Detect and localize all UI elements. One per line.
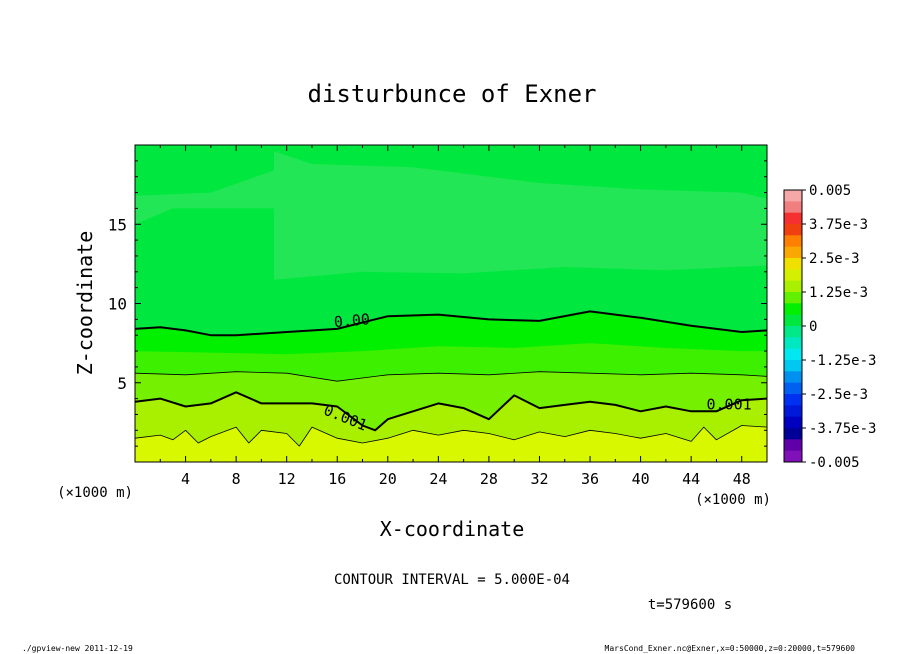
contour-label: 0.001 <box>707 396 752 414</box>
colorbar-label: -0.005 <box>809 455 860 471</box>
colorbar-segment <box>784 326 802 338</box>
colorbar-segment <box>784 258 802 270</box>
x-tick-label: 32 <box>530 470 548 488</box>
colorbar: 0.005 3.75e-3 2.5e-3 1.25e-3 0 -1.25e-3 -2.5e-… <box>783 183 876 471</box>
fill-band-negative <box>135 151 767 280</box>
contour-line <box>135 310 767 337</box>
colorbar-segment <box>784 201 802 214</box>
contour-line <box>135 391 767 432</box>
footer-left: ./gpview-new 2011-12-19 <box>22 644 133 653</box>
filled-contours <box>135 145 767 462</box>
y-tick-label: 15 <box>108 215 127 234</box>
y-axis-ticks: 5 10 15 <box>108 160 767 447</box>
x-axis-ticks: 4 8 12 16 20 24 28 32 36 40 44 48 <box>159 145 751 488</box>
x-tick-label: 16 <box>328 470 346 488</box>
chart-title: disturbunce of Exner <box>308 80 597 108</box>
colorbar-segment <box>784 292 802 304</box>
contour-interval-text: CONTOUR INTERVAL = 5.000E-04 <box>334 572 570 588</box>
x-tick-label: 24 <box>429 470 447 488</box>
x-tick-label: 12 <box>278 470 296 488</box>
x-tick-label: 8 <box>232 470 241 488</box>
colorbar-segment <box>784 190 802 202</box>
colorbar-label: -3.75e-3 <box>809 421 876 437</box>
colorbar-label: 1.25e-3 <box>809 285 868 301</box>
colorbar-segment <box>784 382 802 395</box>
colorbar-label: 0 <box>809 319 817 335</box>
contour-label: 0.00 <box>333 310 371 331</box>
x-unit-left: (×1000 m) <box>57 485 133 501</box>
colorbar-label: 0.005 <box>809 183 851 199</box>
x-tick-label: 48 <box>733 470 751 488</box>
y-tick-label: 10 <box>108 295 127 314</box>
colorbar-label: 2.5e-3 <box>809 251 860 267</box>
colorbar-segment <box>784 314 802 327</box>
colorbar-segment <box>784 212 802 225</box>
colorbar-segment <box>784 416 802 429</box>
time-text: t=579600 s <box>648 597 732 613</box>
colorbar-segment <box>784 439 802 452</box>
fill-band-002 <box>135 425 767 462</box>
colorbar-segment <box>784 405 802 418</box>
colorbar-segment <box>784 428 802 440</box>
x-axis-label: X-coordinate <box>380 517 525 541</box>
contour-line <box>135 371 767 382</box>
x-tick-label: 20 <box>379 470 397 488</box>
colorbar-segment <box>784 394 802 406</box>
colorbar-segment <box>784 337 802 350</box>
x-tick-label: 40 <box>632 470 650 488</box>
colorbar-segment <box>784 371 802 384</box>
x-tick-label: 28 <box>480 470 498 488</box>
x-tick-label: 4 <box>181 470 190 488</box>
colorbar-segment <box>784 269 802 282</box>
contour-lines <box>135 310 767 447</box>
contour-line <box>135 425 767 447</box>
colorbar-segment <box>784 450 802 463</box>
colorbar-segment <box>784 348 802 361</box>
colorbar-segment <box>784 224 802 236</box>
colorbar-segment <box>784 303 802 316</box>
y-axis-label: Z-coordinate <box>73 231 97 376</box>
footer-right: MarsCond_Exner.nc@Exner,x=0:50000,z=0:20… <box>605 644 856 653</box>
colorbar-label: -2.5e-3 <box>809 387 868 403</box>
colorbar-segment <box>784 360 802 372</box>
colorbar-segment <box>784 246 802 259</box>
colorbar-label: -1.25e-3 <box>809 353 876 369</box>
x-unit-right: (×1000 m) <box>695 492 771 508</box>
x-tick-label: 36 <box>581 470 599 488</box>
colorbar-label: 3.75e-3 <box>809 217 868 233</box>
colorbar-segment <box>784 280 802 293</box>
y-tick-label: 5 <box>117 374 127 393</box>
colorbar-segment <box>784 235 802 248</box>
x-tick-label: 44 <box>682 470 700 488</box>
